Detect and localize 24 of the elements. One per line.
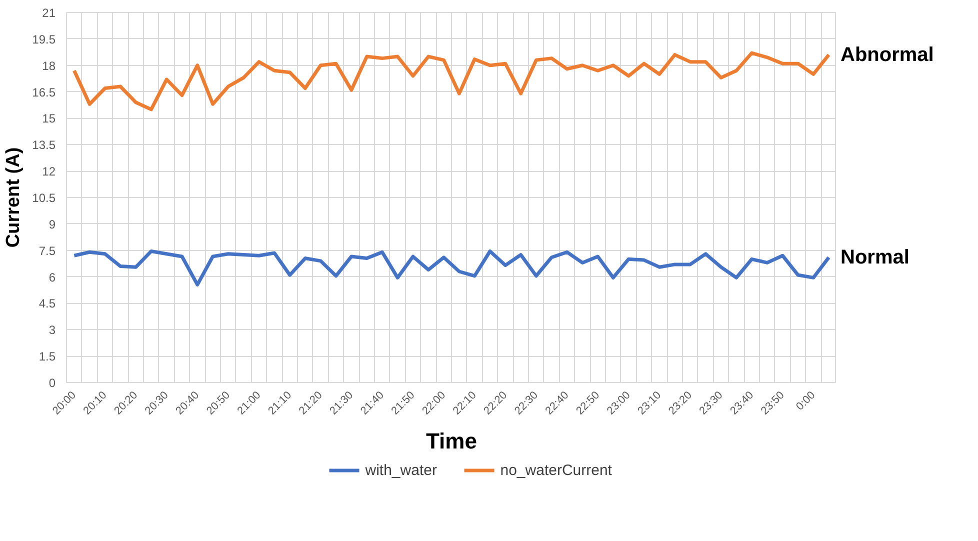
y-tick-label: 15: [42, 112, 56, 126]
y-tick-label: 18: [42, 58, 56, 73]
line-series: [72, 249, 831, 286]
y-tick-label: 7.5: [38, 244, 56, 258]
y-tick-label: 21: [42, 6, 56, 20]
line-series: [72, 51, 831, 112]
x-axis-title: Time: [426, 428, 477, 454]
y-tick-label: 13.5: [32, 138, 56, 152]
y-tick-label: 9: [48, 217, 56, 232]
y-tick-label: 1.5: [38, 350, 56, 364]
text: Normal: [840, 246, 910, 268]
y-tick-label: 19.5: [32, 32, 56, 46]
x-tick-label: 0:00: [794, 389, 818, 413]
y-tick-label: 4.5: [38, 296, 56, 311]
text: Abnormal: [840, 44, 934, 66]
y-tick-label: 12: [42, 164, 56, 179]
y-tick-label: 0: [48, 376, 56, 390]
y-tick-label: 16.5: [32, 85, 56, 100]
legend-label: with_water: [364, 462, 437, 479]
y-axis-title: Current (A): [3, 147, 24, 248]
legend-label: no_waterCurrent: [500, 462, 613, 479]
y-tick-label: 6: [48, 270, 56, 284]
y-tick-label: 3: [48, 323, 56, 338]
y-tick-label: 10.5: [32, 191, 56, 205]
